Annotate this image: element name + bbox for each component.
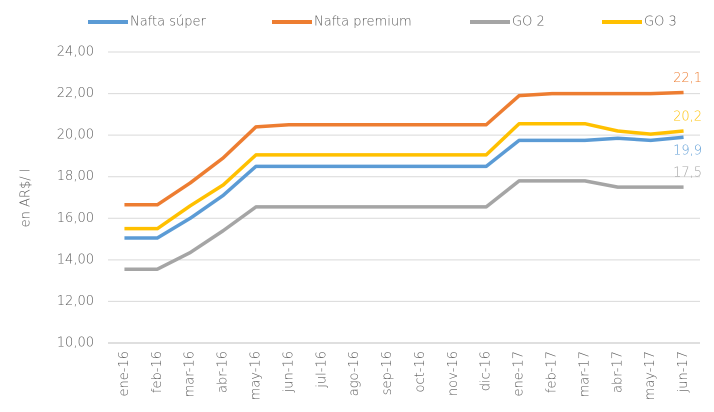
y-tick-label: 10,00 [57, 336, 94, 351]
x-tick-label: may-17 [643, 351, 658, 400]
x-tick-label: may-16 [249, 351, 264, 400]
data-label: 19,9 [673, 144, 702, 159]
x-tick-label: jun-17 [676, 351, 691, 393]
x-tick-label: jun-16 [281, 351, 296, 393]
y-tick-label: 16,00 [57, 211, 94, 226]
x-tick-label: ene-17 [512, 351, 527, 396]
y-tick-label: 20,00 [57, 128, 94, 143]
x-tick-label: ene-16 [117, 351, 132, 396]
x-tick-label: feb-16 [150, 351, 165, 393]
x-tick-label: dic-16 [479, 351, 494, 391]
series-line [124, 135, 684, 240]
y-tick-label: 18,00 [57, 169, 94, 184]
legend-label: Nafta súper [130, 15, 206, 30]
y-tick-label: 12,00 [57, 294, 94, 309]
x-tick-label: oct-16 [413, 351, 428, 392]
x-tick-label: sep-16 [380, 351, 395, 395]
x-tick-label: feb-17 [545, 351, 560, 393]
series-line [124, 179, 684, 271]
data-label: 17,5 [673, 166, 702, 181]
x-tick-label: abr-16 [216, 351, 231, 393]
data-label: 20,2 [673, 109, 702, 124]
legend-label: Nafta premium [314, 15, 412, 30]
y-axis-label: en AR$/ l [19, 169, 34, 228]
x-tick-label: abr-17 [610, 351, 625, 393]
y-tick-label: 24,00 [57, 45, 94, 60]
y-tick-label: 14,00 [57, 252, 94, 267]
data-label: 22,1 [673, 71, 702, 86]
x-tick-label: ago-16 [347, 351, 362, 396]
x-tick-label: mar-16 [183, 351, 198, 397]
x-tick-label: jul-16 [314, 351, 329, 389]
series-line [124, 121, 684, 231]
legend-label: GO 3 [644, 15, 677, 30]
series-line [124, 90, 684, 207]
x-tick-label: nov-16 [446, 351, 461, 396]
y-tick-label: 22,00 [57, 86, 94, 101]
x-tick-label: mar-17 [577, 351, 592, 397]
legend-label: GO 2 [512, 15, 545, 30]
